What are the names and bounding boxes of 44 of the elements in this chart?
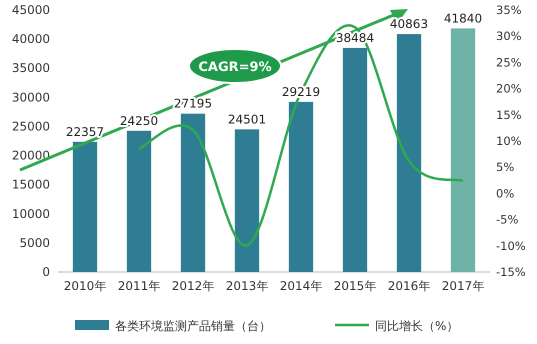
- annotation: CAGR=9%: [198, 60, 272, 75]
- bar: [72, 142, 98, 272]
- x-tick-label: 2010年: [64, 279, 106, 293]
- x-tick-label: 2017年: [442, 279, 484, 293]
- legend-label: 同比增长（%）: [375, 319, 458, 333]
- bar: [288, 102, 314, 272]
- bar: [234, 129, 260, 272]
- data-label: 24501: [228, 112, 266, 126]
- data-label: 40863: [390, 17, 428, 32]
- y2-tick-label: 10%: [496, 134, 522, 148]
- x-tick-label: 2013年: [226, 279, 268, 293]
- bar: [126, 130, 152, 272]
- data-label: 41840: [444, 11, 482, 26]
- y-tick-label: 0: [42, 265, 50, 279]
- y2-tick-label: 5%: [496, 160, 514, 174]
- y2-tick-label: 35%: [496, 3, 522, 17]
- y2-tick-label: -15%: [496, 265, 526, 279]
- y-tick-label: 25000: [12, 119, 50, 134]
- x-tick-label: 2012年: [172, 279, 214, 293]
- y-tick-label: 10000: [12, 206, 50, 221]
- x-tick-label: 2015年: [334, 279, 376, 293]
- legend-label: 各类环境监测产品销量（台）: [115, 319, 271, 333]
- y-tick-label: 20000: [12, 148, 50, 163]
- bar: [180, 114, 206, 272]
- bar: [342, 48, 368, 272]
- x-tick-label: 2011年: [118, 279, 160, 293]
- x-tick-label: 2014年: [280, 279, 322, 293]
- y-tick-label: 35000: [12, 61, 50, 76]
- y2-tick-label: 15%: [496, 108, 522, 122]
- y-tick-label: 30000: [12, 90, 50, 104]
- x-tick-label: 2016年: [388, 279, 430, 293]
- y2-tick-label: 20%: [496, 82, 522, 96]
- y-tick-label: 40000: [12, 32, 50, 46]
- y2-tick-label: 25%: [496, 55, 522, 70]
- y-tick-label: 5000: [19, 236, 50, 250]
- data-label: 22357: [66, 124, 104, 139]
- y2-tick-label: 0%: [496, 186, 514, 200]
- y-tick-label: 45000: [12, 3, 50, 17]
- y2-tick-label: -5%: [496, 212, 518, 227]
- y2-tick-label: -10%: [496, 238, 526, 253]
- bar: [396, 34, 422, 272]
- y-tick-label: 15000: [12, 178, 50, 192]
- y2-tick-label: 30%: [496, 29, 522, 44]
- bar: [450, 28, 476, 272]
